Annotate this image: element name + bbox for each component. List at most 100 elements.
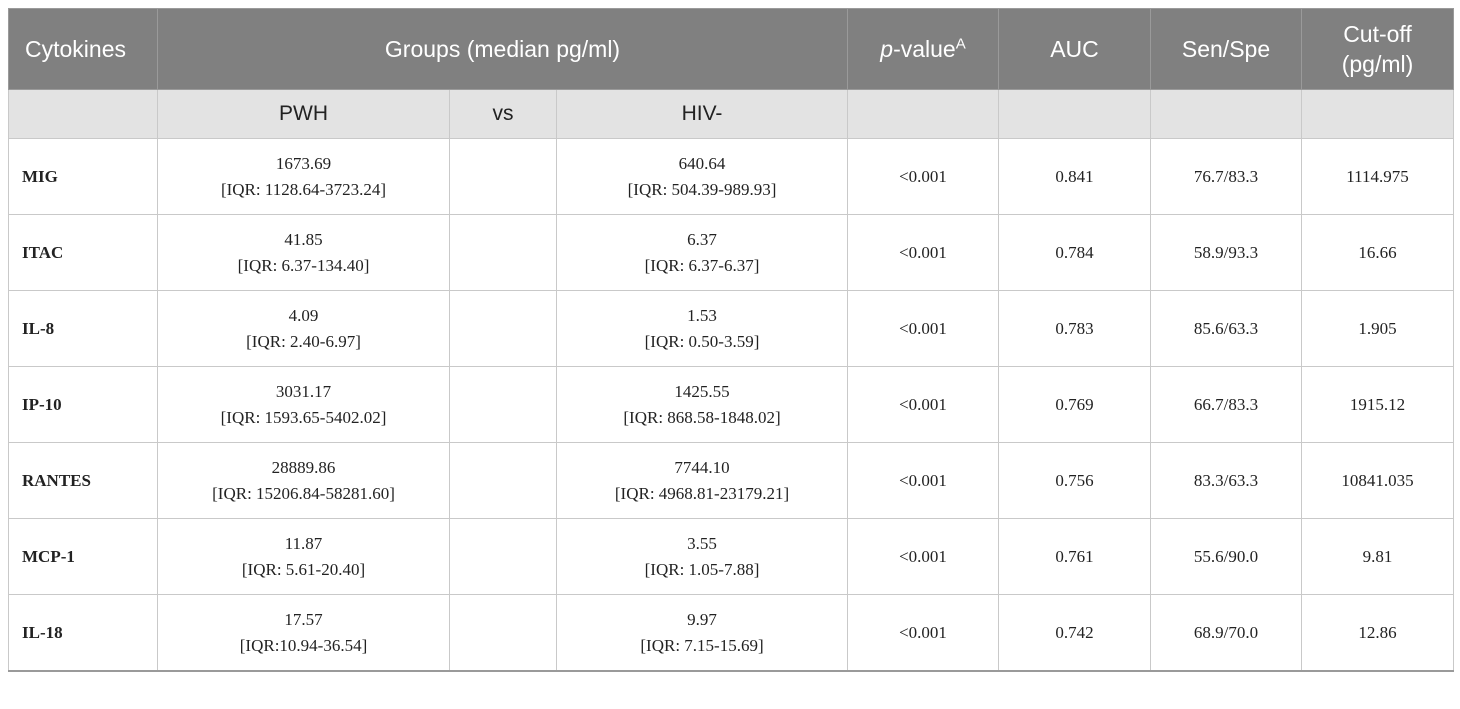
header-cutoff-line2: (pg/ml) bbox=[1341, 51, 1414, 77]
table-row: ITAC 41.85 [IQR: 6.37-134.40] 6.37 [IQR: 6.3… bbox=[8, 214, 1454, 291]
cell-senspe: 83.3/63.3 bbox=[1150, 442, 1302, 519]
cell-auc: 0.769 bbox=[998, 366, 1151, 443]
cell-cytokine-name: IL-8 bbox=[8, 290, 158, 367]
cell-cytokine-name: MCP-1 bbox=[8, 518, 158, 595]
cell-pwh-iqr: [IQR: 1128.64-3723.24] bbox=[220, 179, 387, 199]
subheader-empty bbox=[1150, 89, 1302, 139]
subheader-pwh: PWH bbox=[157, 89, 450, 139]
cell-pwh-iqr: [IQR:10.94-36.54] bbox=[239, 635, 368, 655]
cell-pwh: 1673.69 [IQR: 1128.64-3723.24] bbox=[157, 138, 450, 215]
cell-pwh-median: 1673.69 bbox=[275, 153, 332, 173]
cell-pvalue: <0.001 bbox=[847, 214, 999, 291]
cell-hiv: 3.55 [IQR: 1.05-7.88] bbox=[556, 518, 848, 595]
cell-cutoff: 16.66 bbox=[1301, 214, 1454, 291]
subheader-hiv: HIV- bbox=[556, 89, 848, 139]
cell-hiv-iqr: [IQR: 868.58-1848.02] bbox=[623, 407, 781, 427]
cell-cutoff: 9.81 bbox=[1301, 518, 1454, 595]
cell-hiv-median: 6.37 bbox=[687, 229, 717, 249]
cell-vs-empty bbox=[449, 366, 557, 443]
cell-pwh: 41.85 [IQR: 6.37-134.40] bbox=[157, 214, 450, 291]
subheader-empty bbox=[1301, 89, 1454, 139]
cell-pvalue: <0.001 bbox=[847, 138, 999, 215]
cell-vs-empty bbox=[449, 290, 557, 367]
cell-senspe: 85.6/63.3 bbox=[1150, 290, 1302, 367]
cell-pvalue: <0.001 bbox=[847, 442, 999, 519]
cell-vs-empty bbox=[449, 442, 557, 519]
table-row: RANTES 28889.86 [IQR: 15206.84-58281.60] 77… bbox=[8, 442, 1454, 519]
header-pvalue-superscript: A bbox=[955, 35, 966, 53]
cell-pvalue: <0.001 bbox=[847, 366, 999, 443]
cell-vs-empty bbox=[449, 138, 557, 215]
cell-pwh-median: 3031.17 bbox=[275, 381, 332, 401]
cell-cutoff: 1114.975 bbox=[1301, 138, 1454, 215]
cell-cytokine-name: RANTES bbox=[8, 442, 158, 519]
cell-pvalue: <0.001 bbox=[847, 290, 999, 367]
subheader-empty bbox=[847, 89, 999, 139]
table-row: IP-10 3031.17 [IQR: 1593.65-5402.02] 1425.5… bbox=[8, 366, 1454, 443]
cell-pwh-median: 17.57 bbox=[284, 609, 323, 629]
cell-senspe: 55.6/90.0 bbox=[1150, 518, 1302, 595]
cell-hiv: 7744.10 [IQR: 4968.81-23179.21] bbox=[556, 442, 848, 519]
cell-auc: 0.742 bbox=[998, 594, 1151, 672]
cell-hiv-median: 640.64 bbox=[678, 153, 726, 173]
cell-pvalue: <0.001 bbox=[847, 594, 999, 672]
table-row: IL-8 4.09 [IQR: 2.40-6.97] 1.53 [IQR: 0.50-3… bbox=[8, 290, 1454, 367]
header-pvalue: p-valueA bbox=[847, 8, 999, 90]
table-row: MIG 1673.69 [IQR: 1128.64-3723.24] 640.64 [I… bbox=[8, 138, 1454, 215]
cell-pwh: 28889.86 [IQR: 15206.84-58281.60] bbox=[157, 442, 450, 519]
cell-hiv-median: 1.53 bbox=[687, 305, 717, 325]
cell-hiv-iqr: [IQR: 7.15-15.69] bbox=[640, 635, 764, 655]
cell-hiv-iqr: [IQR: 0.50-3.59] bbox=[644, 331, 760, 351]
cell-senspe: 76.7/83.3 bbox=[1150, 138, 1302, 215]
cell-cytokine-name: IP-10 bbox=[8, 366, 158, 443]
cell-senspe: 68.9/70.0 bbox=[1150, 594, 1302, 672]
cell-hiv: 640.64 [IQR: 504.39-989.93] bbox=[556, 138, 848, 215]
cell-hiv-iqr: [IQR: 504.39-989.93] bbox=[627, 179, 777, 199]
cell-pwh-iqr: [IQR: 5.61-20.40] bbox=[241, 559, 366, 579]
header-cutoff: Cut-off (pg/ml) bbox=[1301, 8, 1454, 90]
cell-hiv: 9.97 [IQR: 7.15-15.69] bbox=[556, 594, 848, 672]
cell-pwh: 4.09 [IQR: 2.40-6.97] bbox=[157, 290, 450, 367]
cytokine-table: Cytokines Groups (median pg/ml) p-valueA… bbox=[8, 8, 1454, 672]
cell-auc: 0.841 bbox=[998, 138, 1151, 215]
cell-cytokine-name: ITAC bbox=[8, 214, 158, 291]
cell-cutoff: 12.86 bbox=[1301, 594, 1454, 672]
cell-pwh: 11.87 [IQR: 5.61-20.40] bbox=[157, 518, 450, 595]
cell-vs-empty bbox=[449, 594, 557, 672]
cell-hiv-iqr: [IQR: 6.37-6.37] bbox=[644, 255, 760, 275]
table-row: IL-18 17.57 [IQR:10.94-36.54] 9.97 [IQR: 7.1… bbox=[8, 594, 1454, 672]
cell-pwh-median: 41.85 bbox=[284, 229, 323, 249]
subheader-empty bbox=[8, 89, 158, 139]
cell-hiv-iqr: [IQR: 1.05-7.88] bbox=[644, 559, 760, 579]
cell-hiv-median: 1425.55 bbox=[674, 381, 730, 401]
cell-pwh-iqr: [IQR: 15206.84-58281.60] bbox=[212, 483, 395, 503]
cell-pwh-median: 28889.86 bbox=[271, 457, 336, 477]
cell-cytokine-name: MIG bbox=[8, 138, 158, 215]
header-senspe: Sen/Spe bbox=[1150, 8, 1302, 90]
cell-senspe: 58.9/93.3 bbox=[1150, 214, 1302, 291]
cell-pwh-iqr: [IQR: 2.40-6.97] bbox=[246, 331, 361, 351]
header-pvalue-p: p bbox=[880, 36, 894, 62]
subheader-empty bbox=[998, 89, 1151, 139]
cell-pwh-iqr: [IQR: 1593.65-5402.02] bbox=[220, 407, 387, 427]
header-row: Cytokines Groups (median pg/ml) p-valueA… bbox=[8, 8, 1454, 90]
subheader-vs: vs bbox=[449, 89, 557, 139]
cell-cutoff: 1.905 bbox=[1301, 290, 1454, 367]
cell-pwh-median: 11.87 bbox=[284, 533, 323, 553]
cell-pwh: 17.57 [IQR:10.94-36.54] bbox=[157, 594, 450, 672]
cell-senspe: 66.7/83.3 bbox=[1150, 366, 1302, 443]
cell-pvalue: <0.001 bbox=[847, 518, 999, 595]
cell-pwh-median: 4.09 bbox=[288, 305, 319, 325]
cell-cytokine-name: IL-18 bbox=[8, 594, 158, 672]
cell-hiv: 1.53 [IQR: 0.50-3.59] bbox=[556, 290, 848, 367]
cell-pwh: 3031.17 [IQR: 1593.65-5402.02] bbox=[157, 366, 450, 443]
cell-auc: 0.783 bbox=[998, 290, 1151, 367]
header-cutoff-line1: Cut-off bbox=[1343, 21, 1412, 47]
cell-pwh-iqr: [IQR: 6.37-134.40] bbox=[237, 255, 370, 275]
subheader-row: PWH vs HIV- bbox=[8, 89, 1454, 139]
cell-hiv-median: 3.55 bbox=[687, 533, 717, 553]
header-groups: Groups (median pg/ml) bbox=[157, 8, 848, 90]
cell-auc: 0.756 bbox=[998, 442, 1151, 519]
cell-hiv-iqr: [IQR: 4968.81-23179.21] bbox=[614, 483, 790, 503]
cell-cutoff: 10841.035 bbox=[1301, 442, 1454, 519]
